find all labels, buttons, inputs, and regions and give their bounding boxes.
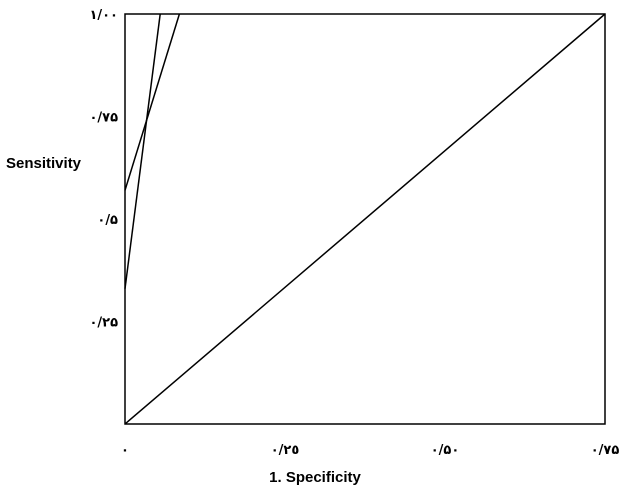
y-axis-title: Sensitivity (6, 155, 82, 172)
x-axis-title: 1. Specificity (269, 469, 361, 486)
y-tick-label-0: ٠/٢۵ (89, 316, 118, 331)
x-tick-label-1: ٠/٢٥ (271, 443, 300, 458)
y-tick-label-3: ١/٠٠ (89, 8, 118, 23)
x-tick-label-3: ٠/٧۵ (591, 443, 620, 458)
plot-frame (124, 13, 606, 425)
x-tick-labels: ٠ ٠/٢٥ ٠/۵٠ ٠/٧۵ (121, 443, 619, 458)
series-line-3 (124, 13, 606, 425)
series-layer (124, 13, 606, 425)
y-tick-labels: ٠/٢۵ ٠/۵ ٠/٧۵ ١/٠٠ (89, 8, 118, 331)
y-tick-label-1: ٠/۵ (97, 213, 118, 228)
series-line-2 (124, 13, 181, 191)
y-tick-label-2: ٠/٧۵ (89, 111, 118, 126)
x-tick-label-0: ٠ (121, 443, 129, 458)
x-tick-label-2: ٠/۵٠ (431, 443, 460, 458)
series-line-1 (124, 13, 161, 289)
